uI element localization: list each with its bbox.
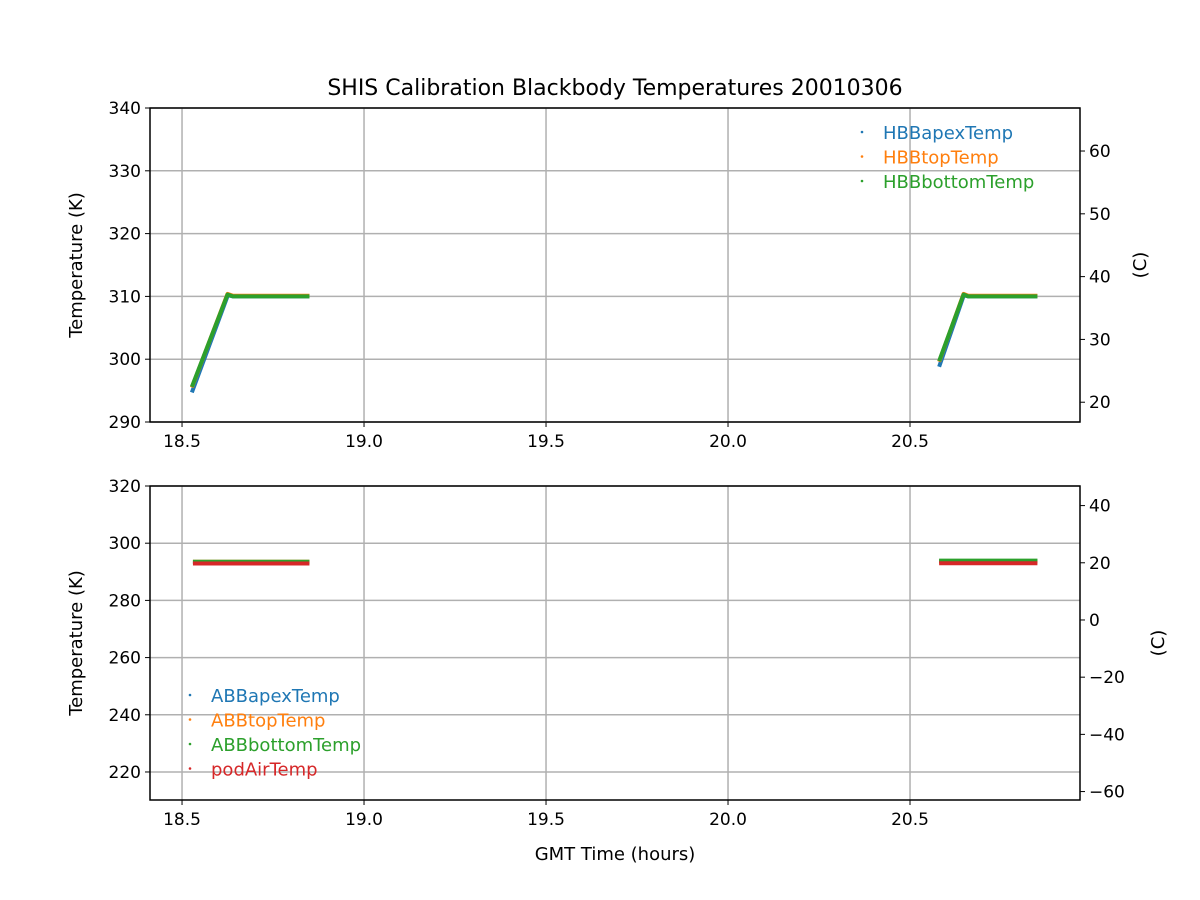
y2-tick-label: −60 (1089, 783, 1125, 803)
top-axes: 18.5 19.0 19.5 20.0 20.5 290 300 310 320 330 340 20… (109, 99, 1111, 452)
top-ylabel: Temperature (K) (66, 192, 87, 339)
series-HBBbottomTemp (189, 292, 310, 388)
y-tick-label: 280 (109, 591, 141, 611)
bottom-xlabel: GMT Time (hours) (535, 844, 696, 865)
legend-marker (188, 742, 192, 746)
legend-label: ABBbottomTemp (211, 735, 361, 756)
y2-tick-label: 30 (1089, 330, 1111, 350)
legend-marker (860, 155, 864, 158)
legend-label: HBBtopTemp (883, 148, 999, 169)
legend-label: HBBbottomTemp (883, 172, 1034, 193)
x-tick-label: 18.5 (163, 810, 201, 830)
x-tick-label: 19.0 (345, 432, 383, 452)
y2-tick-label: 20 (1089, 393, 1111, 413)
y-tick-label: 290 (109, 413, 141, 433)
legend-marker (188, 693, 192, 697)
y2-tick-label: −20 (1089, 668, 1125, 688)
y2-tick-label: 40 (1089, 268, 1111, 288)
x-tick-label: 20.5 (891, 810, 929, 830)
y-tick-label: 320 (109, 225, 141, 245)
y-tick-label: 330 (109, 162, 141, 182)
legend-marker (860, 179, 864, 183)
y-tick-label: 310 (109, 287, 141, 307)
bottom-axes: 18.5 19.0 19.5 20.0 20.5 220 240 260 280 300 320 −6… (109, 477, 1125, 830)
y-tick-label: 320 (109, 477, 141, 497)
y2-tick-label: 20 (1089, 554, 1111, 574)
x-tick-label: 19.0 (345, 810, 383, 830)
bottom-ylabel: Temperature (K) (66, 570, 87, 717)
legend-marker (860, 130, 864, 134)
legend-marker (188, 718, 192, 721)
axes-frame (149, 107, 1081, 423)
x-tick-label: 19.5 (527, 432, 565, 452)
legend-label: ABBapexTemp (211, 686, 340, 707)
y2-tick-label: 60 (1089, 142, 1111, 162)
series-HBBbottomTemp (937, 292, 1038, 362)
x-tick-label: 19.5 (527, 810, 565, 830)
x-tick-label: 20.5 (891, 432, 929, 452)
x-tick-label: 20.0 (709, 432, 747, 452)
legend-label: podAirTemp (211, 760, 318, 781)
y-tick-label: 240 (109, 706, 141, 726)
y2-tick-label: 0 (1089, 611, 1100, 631)
y-tick-label: 220 (109, 763, 141, 783)
y-tick-label: 260 (109, 649, 141, 669)
y2-tick-label: 40 (1089, 497, 1111, 517)
axes-frame (149, 485, 1081, 801)
y2-tick-label: −40 (1089, 725, 1125, 745)
legend-marker (188, 767, 192, 770)
bottom-y2label: (C) (1148, 630, 1169, 657)
top-y2label: (C) (1130, 252, 1151, 279)
chart-title: SHIS Calibration Blackbody Temperatures … (327, 76, 902, 101)
x-tick-label: 20.0 (709, 810, 747, 830)
y-tick-label: 300 (109, 534, 141, 554)
legend-label: ABBtopTemp (211, 711, 325, 732)
legend-label: HBBapexTemp (883, 123, 1013, 144)
y-tick-label: 300 (109, 350, 141, 370)
series-HBBapexTemp (937, 293, 1038, 368)
x-tick-label: 18.5 (163, 432, 201, 452)
y-tick-label: 340 (109, 99, 141, 119)
y2-tick-label: 50 (1089, 205, 1111, 225)
